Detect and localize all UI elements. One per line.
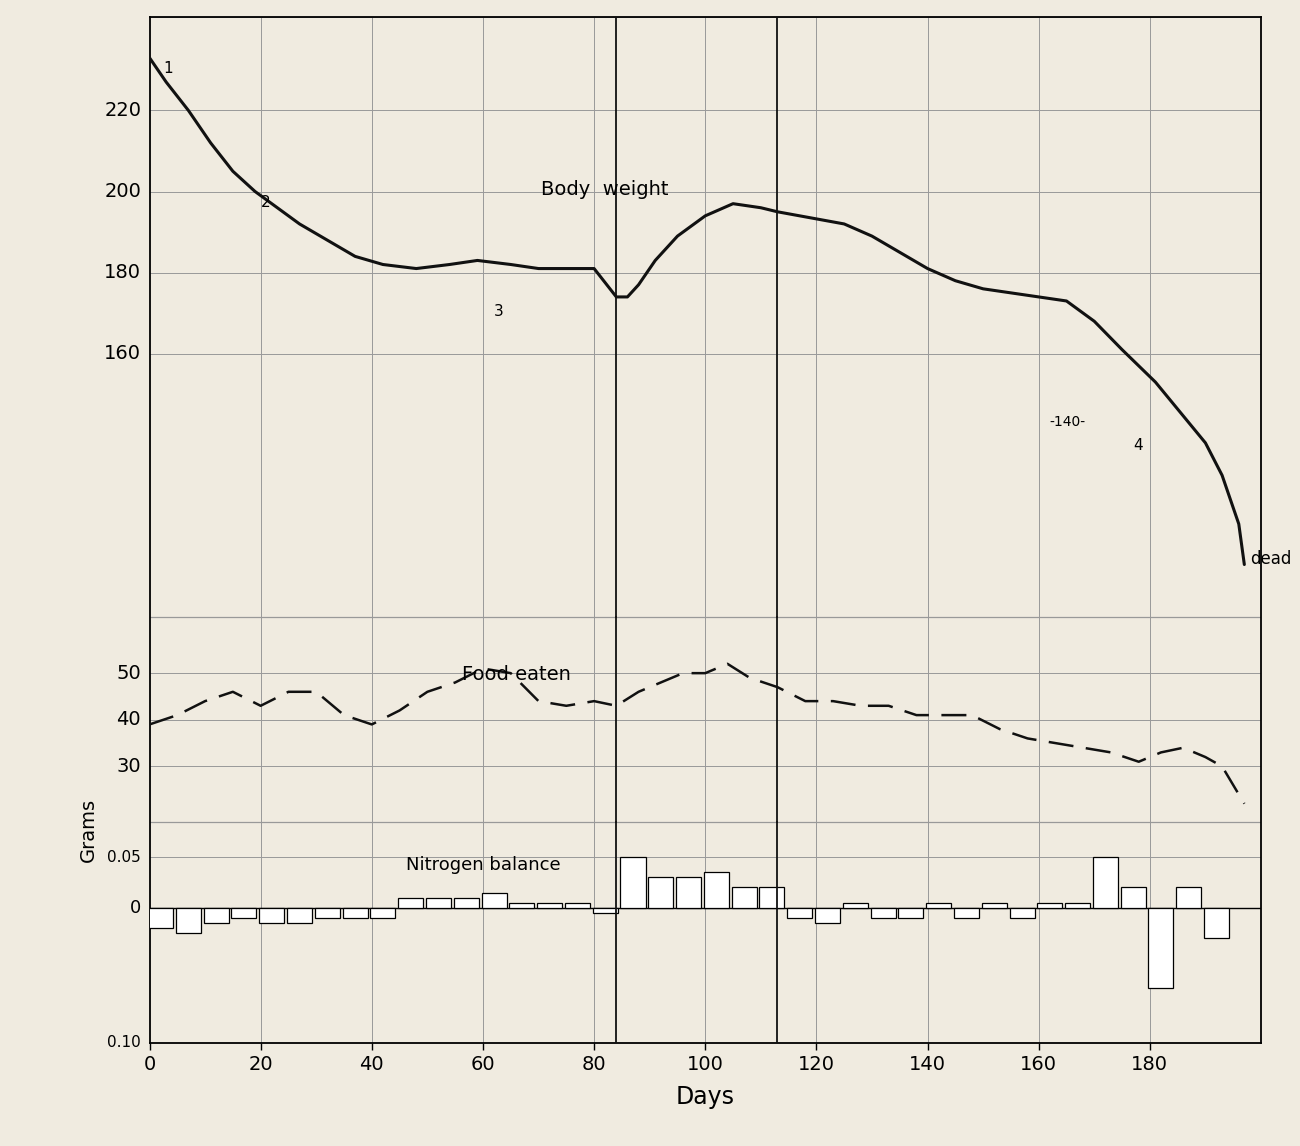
- Bar: [898, 908, 923, 918]
- Bar: [566, 903, 590, 908]
- Bar: [510, 903, 534, 908]
- Bar: [1065, 903, 1091, 908]
- Text: 40: 40: [117, 711, 142, 729]
- Text: 0: 0: [130, 898, 142, 917]
- Bar: [954, 908, 979, 918]
- Text: 4: 4: [1134, 438, 1143, 453]
- Bar: [759, 887, 784, 908]
- Bar: [1037, 903, 1062, 908]
- Bar: [1121, 887, 1145, 908]
- Bar: [1204, 908, 1228, 937]
- Text: 160: 160: [104, 344, 142, 363]
- Text: 220: 220: [104, 101, 142, 120]
- Text: Body  weight: Body weight: [542, 180, 670, 198]
- Bar: [454, 897, 478, 908]
- Text: Food eaten: Food eaten: [462, 665, 571, 684]
- Text: 50: 50: [117, 664, 142, 683]
- Bar: [426, 897, 451, 908]
- Bar: [1148, 908, 1174, 988]
- Bar: [1010, 908, 1035, 918]
- Bar: [732, 887, 757, 908]
- Bar: [815, 908, 840, 923]
- Text: 3: 3: [494, 304, 504, 319]
- Bar: [649, 878, 673, 908]
- Text: dead: dead: [1249, 550, 1291, 568]
- Bar: [370, 908, 395, 918]
- Text: -140-: -140-: [1050, 415, 1086, 429]
- Bar: [481, 893, 507, 908]
- Bar: [788, 908, 812, 918]
- Bar: [204, 908, 229, 923]
- Bar: [148, 908, 173, 927]
- Bar: [676, 878, 701, 908]
- Text: 0.10: 0.10: [108, 1035, 142, 1051]
- Text: 180: 180: [104, 264, 142, 282]
- Bar: [842, 903, 868, 908]
- Bar: [343, 908, 368, 918]
- Text: Grams: Grams: [79, 798, 98, 862]
- X-axis label: Days: Days: [676, 1085, 734, 1109]
- Bar: [176, 908, 202, 933]
- Bar: [537, 903, 562, 908]
- Bar: [620, 857, 646, 908]
- Bar: [287, 908, 312, 923]
- Bar: [926, 903, 952, 908]
- Bar: [1093, 857, 1118, 908]
- Bar: [593, 908, 618, 912]
- Text: 30: 30: [117, 756, 142, 776]
- Bar: [398, 897, 424, 908]
- Bar: [871, 908, 896, 918]
- Bar: [315, 908, 339, 918]
- Text: Nitrogen balance: Nitrogen balance: [406, 856, 560, 874]
- Text: 0.05: 0.05: [108, 850, 142, 865]
- Bar: [1176, 887, 1201, 908]
- Bar: [982, 903, 1006, 908]
- Text: 1: 1: [164, 61, 173, 76]
- Bar: [231, 908, 256, 918]
- Bar: [703, 872, 729, 908]
- Text: 200: 200: [104, 182, 142, 201]
- Bar: [259, 908, 285, 923]
- Text: 2: 2: [260, 195, 270, 210]
